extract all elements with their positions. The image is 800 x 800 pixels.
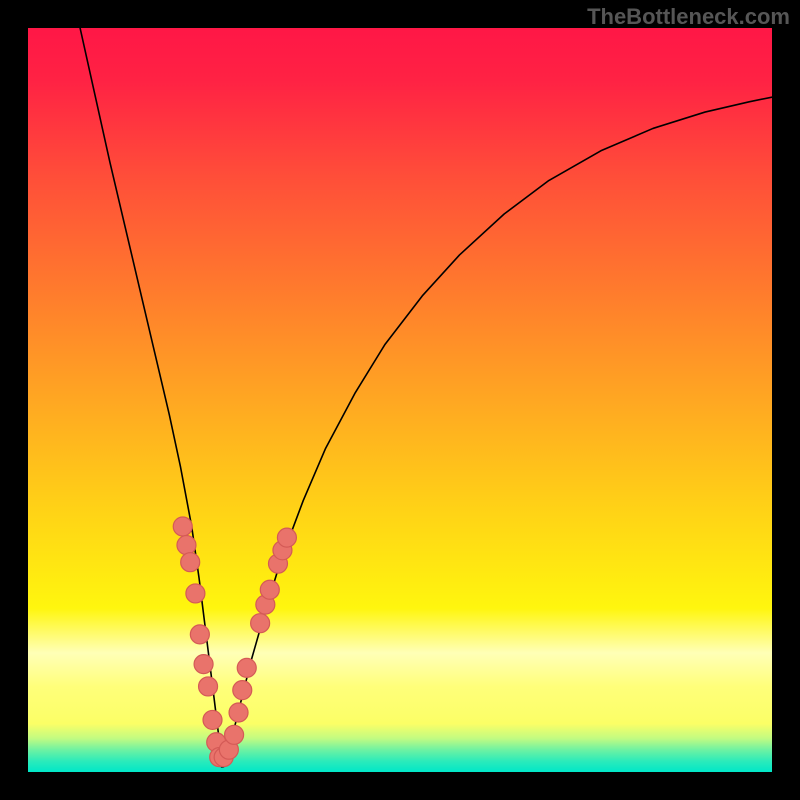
- data-marker: [203, 710, 222, 729]
- data-marker: [173, 517, 192, 536]
- data-marker: [225, 725, 244, 744]
- data-marker: [233, 681, 252, 700]
- chart-frame: TheBottleneck.com: [0, 0, 800, 800]
- data-marker: [260, 580, 279, 599]
- data-marker: [177, 536, 196, 555]
- data-marker: [190, 625, 209, 644]
- gradient-background: [28, 28, 772, 772]
- plot-area: [28, 28, 772, 772]
- data-marker: [186, 584, 205, 603]
- data-marker: [237, 658, 256, 677]
- data-marker: [199, 677, 218, 696]
- watermark-text: TheBottleneck.com: [587, 4, 790, 30]
- data-marker: [277, 528, 296, 547]
- data-marker: [229, 703, 248, 722]
- data-marker: [194, 655, 213, 674]
- plot-svg: [28, 28, 772, 772]
- data-marker: [181, 553, 200, 572]
- data-marker: [251, 614, 270, 633]
